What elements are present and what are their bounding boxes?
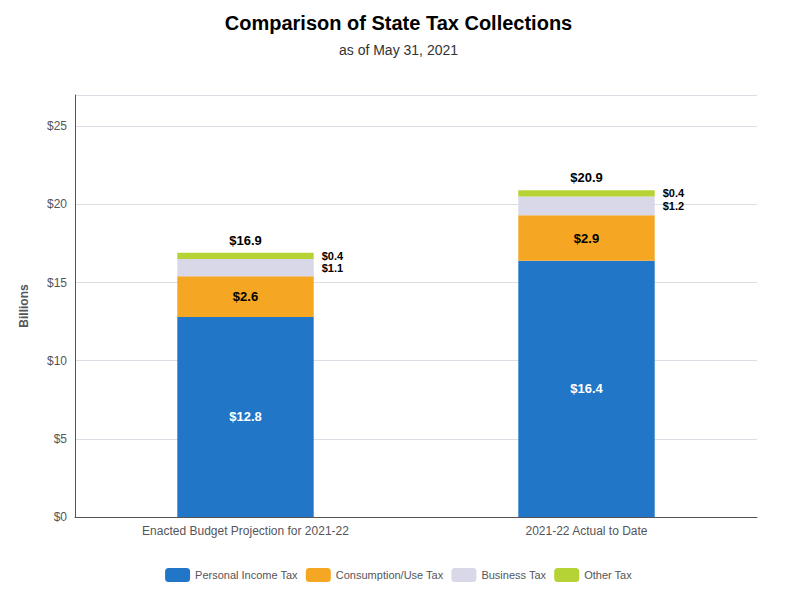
svg-text:Other Tax: Other Tax <box>584 569 632 581</box>
svg-text:$0.4: $0.4 <box>322 250 344 262</box>
svg-text:$25: $25 <box>47 119 67 133</box>
svg-text:2021-22 Actual to Date: 2021-22 Actual to Date <box>525 524 647 538</box>
svg-text:$10: $10 <box>47 354 67 368</box>
svg-text:Billions: Billions <box>17 284 31 328</box>
svg-text:as of May 31, 2021: as of May 31, 2021 <box>339 42 458 58</box>
svg-text:$5: $5 <box>54 432 68 446</box>
svg-text:$12.8: $12.8 <box>229 409 262 424</box>
svg-text:$16.9: $16.9 <box>229 233 262 248</box>
svg-text:Comparison of State Tax Collec: Comparison of State Tax Collections <box>225 12 572 34</box>
svg-text:$2.6: $2.6 <box>233 289 258 304</box>
svg-text:$0.4: $0.4 <box>663 187 685 199</box>
svg-text:$20.9: $20.9 <box>570 170 603 185</box>
svg-text:$15: $15 <box>47 276 67 290</box>
svg-text:$0: $0 <box>54 510 68 524</box>
svg-text:$2.9: $2.9 <box>574 231 599 246</box>
svg-text:Business Tax: Business Tax <box>481 569 546 581</box>
svg-text:$1.1: $1.1 <box>322 262 343 274</box>
svg-text:Consumption/Use Tax: Consumption/Use Tax <box>336 569 444 581</box>
svg-text:$1.2: $1.2 <box>663 200 684 212</box>
svg-text:$20: $20 <box>47 197 67 211</box>
svg-text:Personal Income Tax: Personal Income Tax <box>195 569 298 581</box>
svg-text:$16.4: $16.4 <box>570 381 603 396</box>
svg-text:Enacted Budget Projection for: Enacted Budget Projection for 2021-22 <box>142 524 349 538</box>
